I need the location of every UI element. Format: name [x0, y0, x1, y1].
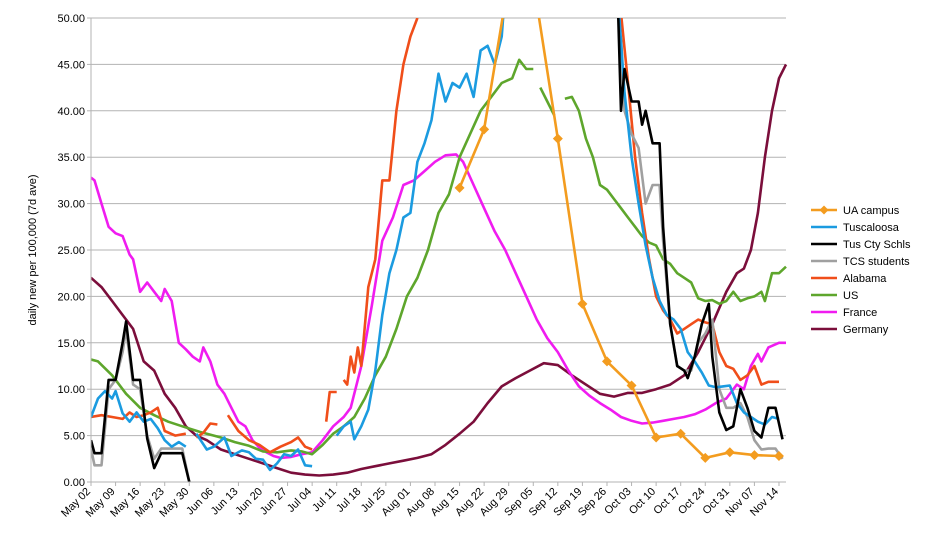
gridlines — [91, 17, 786, 483]
series-line-alabama — [91, 18, 779, 454]
data-point-ua-campus — [479, 124, 490, 135]
legend-label: Tus Cty Schls — [843, 239, 911, 251]
legend-label: Alabama — [843, 273, 887, 285]
data-point-ua-campus — [773, 451, 784, 462]
data-point-ua-campus — [651, 432, 662, 443]
series-line-us — [91, 58, 787, 456]
y-tick-label: 45.00 — [57, 59, 85, 71]
data-point-ua-campus — [626, 380, 637, 391]
data-point-ua-campus — [601, 356, 612, 367]
legend-label: US — [843, 290, 858, 302]
y-tick-label: 0.00 — [64, 477, 85, 489]
x-tick-label: Jul 11 — [310, 486, 339, 515]
x-tick-label: Oct 17 — [651, 486, 682, 517]
y-tick-label: 20.00 — [57, 291, 85, 303]
series-germany — [91, 63, 788, 477]
series-alabama — [91, 18, 779, 454]
series-line-germany — [91, 63, 788, 477]
y-tick-label: 25.00 — [57, 245, 85, 257]
legend-marker — [819, 205, 829, 215]
data-point-ua-campus — [454, 182, 465, 193]
series-line-france — [91, 153, 786, 460]
legend-item-ua-campus: UA campus — [811, 205, 900, 217]
y-tick-label: 40.00 — [57, 106, 85, 118]
legend-label: UA campus — [843, 205, 900, 217]
legend-item-germany: Germany — [811, 324, 889, 336]
data-point-ua-campus — [700, 452, 711, 463]
data-point-ua-campus — [577, 298, 588, 309]
series-ua-campus — [454, 18, 784, 463]
y-tick-label: 30.00 — [57, 199, 85, 211]
legend-label: France — [843, 307, 877, 319]
x-tick-label: Jul 18 — [334, 486, 363, 515]
y-axis-label: daily new per 100,000 (7d ave) — [27, 174, 39, 325]
series-tuscaloosa — [91, 18, 780, 472]
y-tick-label: 5.00 — [64, 431, 85, 443]
legend-label: TCS students — [843, 256, 910, 268]
x-tick-label: Jul 04 — [285, 486, 314, 515]
y-tick-label: 10.00 — [57, 384, 85, 396]
series-us — [91, 58, 787, 456]
series-france — [91, 153, 786, 460]
series-line-tuscaloosa — [91, 18, 780, 472]
legend-item-tus-cty-schls: Tus Cty Schls — [811, 239, 911, 251]
data-point-ua-campus — [675, 428, 686, 439]
y-tick-label: 50.00 — [57, 13, 85, 25]
x-tick-label: Jun 27 — [258, 486, 290, 518]
data-point-ua-campus — [552, 133, 563, 144]
legend-label: Tuscaloosa — [843, 222, 900, 234]
legend-item-us: US — [811, 290, 858, 302]
x-tick-label: Oct 24 — [676, 486, 707, 517]
legend: UA campus Tuscaloosa Tus Cty Schls TCS stud… — [811, 205, 911, 336]
x-tick-label: Oct 10 — [627, 486, 658, 517]
x-tick-label: Oct 03 — [602, 486, 633, 517]
series-lines — [91, 18, 788, 482]
series-tcs-students — [91, 36, 784, 482]
legend-label: Germany — [843, 324, 889, 336]
y-tick-label: 15.00 — [57, 338, 85, 350]
legend-item-tuscaloosa: Tuscaloosa — [811, 222, 900, 234]
series-line-tcs-students — [91, 36, 784, 482]
series-line-tus-cty-schls — [91, 18, 784, 482]
data-point-ua-campus — [724, 447, 735, 458]
legend-item-alabama: Alabama — [811, 273, 887, 285]
legend-item-france: France — [811, 307, 877, 319]
series-line-ua-campus — [458, 18, 780, 460]
series-tus-cty-schls — [91, 18, 784, 482]
data-point-ua-campus — [749, 450, 760, 461]
y-tick-label: 35.00 — [57, 152, 85, 164]
legend-item-tcs-students: TCS students — [811, 256, 910, 268]
